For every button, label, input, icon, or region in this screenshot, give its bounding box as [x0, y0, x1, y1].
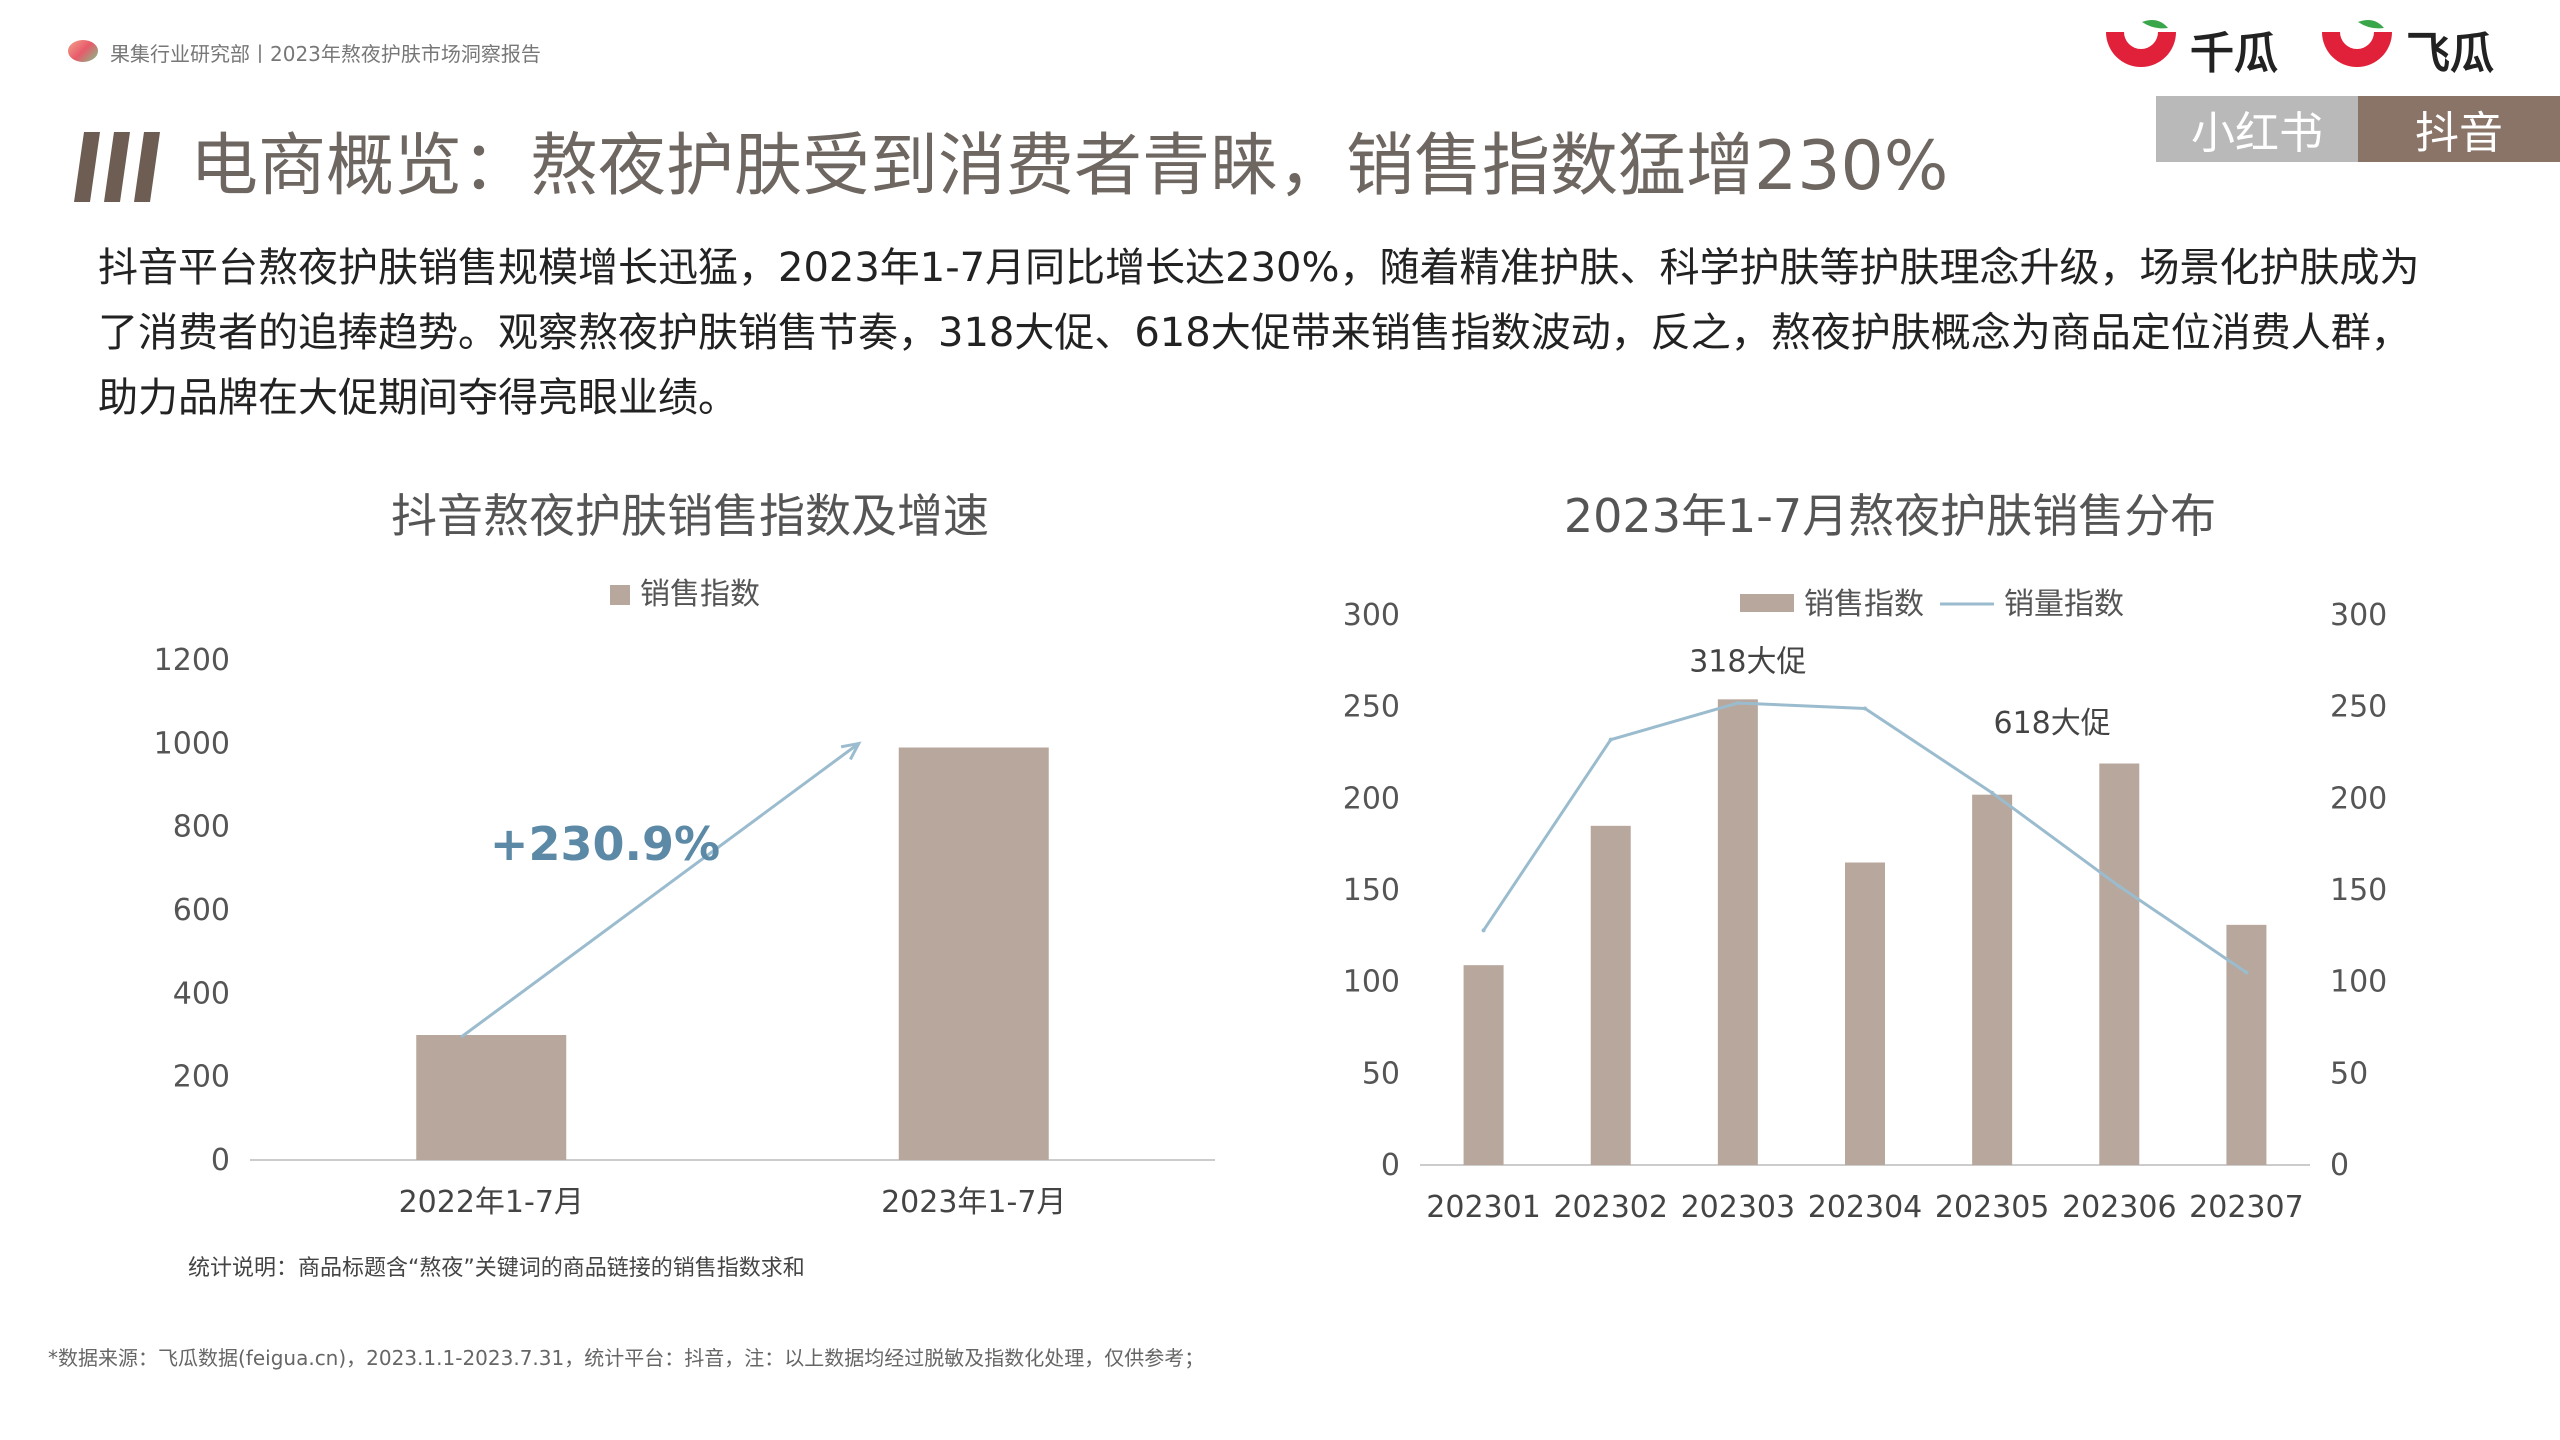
logo-dot-icon	[68, 40, 98, 62]
point-volume-index	[1990, 790, 1995, 795]
bar-sales-index	[1590, 825, 1631, 1165]
y-tick-label: 0	[211, 1143, 230, 1178]
growth-arrow-head-icon	[840, 741, 862, 761]
x-tick-label: 202307	[2189, 1190, 2304, 1225]
title-bars-icon	[74, 132, 160, 202]
chart2-title: 2023年1-7月熬夜护肤销售分布	[1563, 489, 2217, 543]
y-tick-label: 200	[173, 1060, 230, 1095]
bar-sales-index	[2099, 763, 2140, 1165]
data-footnote: *数据来源：飞瓜数据(feigua.cn)，2023.1.1-2023.7.31…	[48, 1346, 1205, 1370]
y-tick-label: 800	[173, 810, 230, 845]
platform-tabs: 小红书 抖音	[2156, 96, 2560, 162]
legend-label-volume-index: 销量指数	[2004, 587, 2124, 622]
growth-rate-label: +230.9%	[490, 817, 720, 871]
feigua-logo-icon	[2322, 20, 2392, 67]
legend-label-sales-index: 销售指数	[640, 577, 760, 612]
promo-annotation: 618大促	[1994, 706, 2111, 741]
x-tick-label: 202306	[2062, 1190, 2177, 1225]
legend-swatch-sales-index	[1740, 594, 1794, 612]
x-tick-label: 2023年1-7月	[881, 1185, 1066, 1220]
y-tick-label: 1200	[154, 643, 230, 678]
bar-sales-index	[1717, 699, 1758, 1165]
y-tick-label: 400	[173, 976, 230, 1011]
feigua-logo: 飞瓜	[2314, 18, 2494, 80]
legend-label-sales-index: 销售指数	[1804, 587, 1924, 622]
point-volume-index	[1608, 737, 1613, 742]
point-volume-index	[1863, 706, 1867, 711]
legend-swatch-sales-index	[610, 585, 630, 605]
y-tick-label-left: 0	[1381, 1148, 1400, 1183]
chart1: 销售指数 0 200 400 600 800 1000 1200 2022年1-7月 2023年1…	[154, 577, 1215, 1220]
report-source: 果集行业研究部丨2023年熬夜护肤市场洞察报告	[110, 42, 541, 66]
bar-sales-index	[1972, 794, 2013, 1165]
feigua-logo-text: 飞瓜	[2406, 28, 2494, 79]
y-tick-label-right: 50	[2330, 1056, 2368, 1091]
tab-douyin[interactable]: 抖音	[2358, 96, 2560, 162]
point-volume-index	[1735, 701, 1740, 705]
y-tick-label-right: 100	[2330, 965, 2387, 1000]
qiangua-logo-icon	[2106, 20, 2176, 67]
y-tick-label: 1000	[154, 726, 230, 761]
y-tick-label: 600	[173, 893, 230, 928]
point-volume-index	[2244, 970, 2249, 975]
x-tick-label: 2022年1-7月	[399, 1185, 584, 1220]
bar-sales-index	[1845, 862, 1885, 1165]
chart1-title: 抖音熬夜护肤销售指数及增速	[391, 489, 989, 543]
lead-paragraph: 抖音平台熬夜护肤销售规模增长迅猛，2023年1-7月同比增长达230%，随着精准…	[98, 245, 2420, 421]
bar-sales-index	[2226, 924, 2267, 1165]
y-tick-label-left: 300	[1343, 598, 1400, 633]
point-volume-index	[2117, 884, 2122, 889]
growth-arrow-line	[460, 742, 860, 1039]
chart1-legend: 销售指数	[610, 577, 760, 612]
x-tick-label: 202301	[1426, 1190, 1541, 1225]
qiangua-logo-text: 千瓜	[2190, 28, 2278, 79]
x-tick-label: 202302	[1553, 1190, 1668, 1225]
y-tick-label-right: 0	[2330, 1148, 2349, 1183]
y-tick-label-left: 150	[1343, 873, 1400, 908]
x-tick-label: 202305	[1935, 1190, 2050, 1225]
chart1-note: 统计说明：商品标题含“熬夜”关键词的商品链接的销售指数求和	[188, 1256, 805, 1281]
y-tick-label-right: 200	[2330, 781, 2387, 816]
qiangua-logo: 千瓜	[2098, 18, 2278, 80]
x-tick-label: 202304	[1808, 1190, 1923, 1225]
y-tick-label-left: 100	[1343, 965, 1400, 1000]
chart2: 销售指数 销量指数 0 0 50 50 100 100 150 150 200 200 250 250 30…	[1343, 587, 2388, 1225]
promo-annotation: 318大促	[1689, 644, 1806, 679]
x-tick-label: 202303	[1681, 1190, 1796, 1225]
y-tick-label-right: 150	[2330, 873, 2387, 908]
point-volume-index	[1481, 928, 1486, 933]
tab-xiaohongshu[interactable]: 小红书	[2156, 96, 2358, 162]
y-tick-label-right: 300	[2330, 598, 2387, 633]
bar-sales-index	[1463, 965, 1504, 1165]
y-tick-label-left: 200	[1343, 781, 1400, 816]
bar-sales-index	[898, 747, 1049, 1160]
growth-arrow	[460, 741, 862, 1039]
page-title: 电商概览：熬夜护肤受到消费者青睐，销售指数猛增230%	[190, 127, 1949, 206]
y-tick-label-left: 50	[1362, 1056, 1400, 1091]
y-tick-label-right: 250	[2330, 690, 2387, 725]
y-tick-label-left: 250	[1343, 690, 1400, 725]
chart2-legend: 销售指数 销量指数	[1740, 587, 2124, 622]
bar-sales-index	[416, 1035, 567, 1160]
